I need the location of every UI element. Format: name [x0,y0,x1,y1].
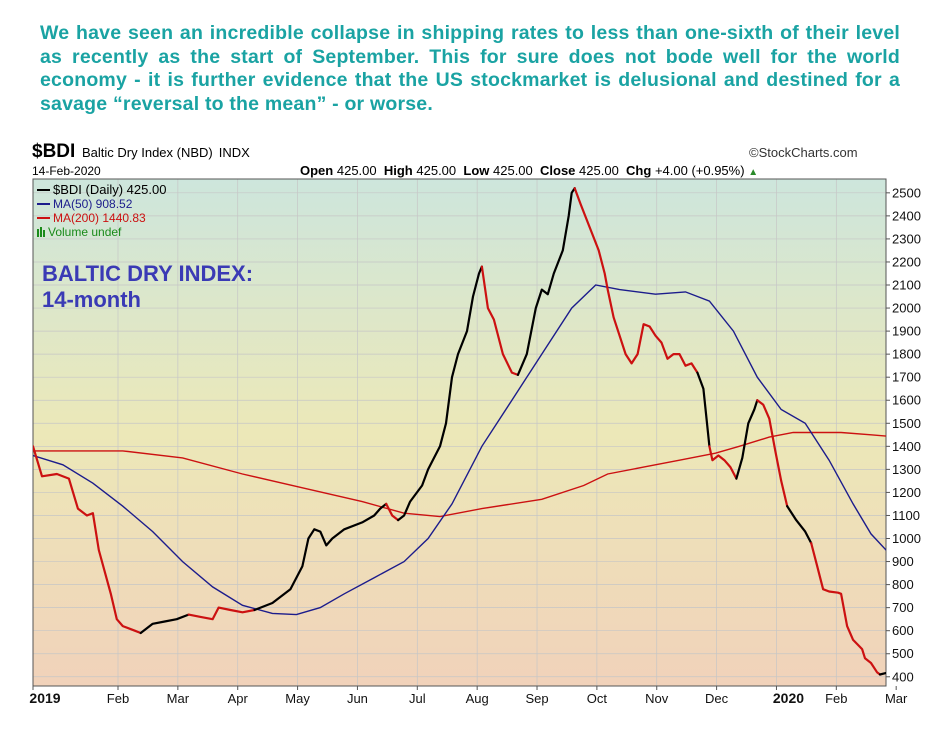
close-value: 425.00 [579,163,619,178]
x-tick-label: 2019 [29,690,60,706]
bdi-line-segment [139,613,190,635]
bdi-line-segment [253,502,388,612]
y-tick-label: 1500 [892,416,921,431]
ma50-line [33,284,886,616]
y-tick-label: 400 [892,669,914,684]
x-tick-label: Aug [466,691,489,706]
x-tick-label: 2020 [773,690,804,706]
ma200-line [33,431,886,518]
low-label: Low [463,163,490,178]
x-tick-label: Mar [885,691,908,706]
index-name: Baltic Dry Index (NBD) [82,145,213,160]
x-tick-label: Jun [347,691,368,706]
stockcharts-credit: ©StockCharts.com [749,145,858,160]
y-tick-label: 2300 [892,231,921,246]
low-value: 425.00 [493,163,533,178]
symbol-name: Baltic Dry Index (NBD) INDX [82,145,250,160]
bdi-line-segment [786,505,813,545]
bdi-line-segment [187,606,256,621]
x-tick-label: Feb [825,691,847,706]
x-tick-label: Apr [228,691,249,706]
y-tick-label: 600 [892,623,914,638]
y-tick-label: 1200 [892,485,921,500]
ohlc-readout: Open 425.00 High 425.00 Low 425.00 Close… [300,163,758,178]
bdi-line-segment [696,371,711,448]
bdi-line-segment [516,187,576,376]
x-tick-label: Dec [705,691,729,706]
y-tick-label: 900 [892,554,914,569]
x-tick-label: Oct [587,691,608,706]
y-tick-label: 1300 [892,462,921,477]
series-group [33,187,886,676]
y-tick-label: 2000 [892,301,921,316]
bdi-line-segment [878,671,886,676]
chg-label: Chg [626,163,652,178]
commentary-text: We have seen an incredible collapse in s… [40,22,900,115]
bdi-line-segment [480,265,519,376]
x-tick-label: Sep [525,691,548,706]
legend-item: $BDI (Daily) 425.00 [53,182,166,197]
y-tick-label: 1900 [892,324,921,339]
bdi-line-segment [397,265,483,522]
y-axis: 400 500 600 700 800 900 1000 1100 1200 1300 1400 15… [886,185,921,684]
volume-icon [40,227,42,237]
bdi-line-segment [756,399,789,508]
x-tick-label: May [285,691,310,706]
open-label: Open [300,163,334,178]
volume-icon [37,229,39,237]
x-axis: 2019 Feb Mar Apr May Jun Jul Aug Sep Oct Nov Dec 202… [29,686,908,706]
bdi-line-segment [385,502,400,522]
legend-item: MA(50) 908.52 [53,197,133,211]
chg-up-icon: ▲ [748,167,759,178]
y-tick-label: 2500 [892,185,921,200]
y-tick-label: 1700 [892,370,921,385]
y-tick-label: 700 [892,600,914,615]
plot-frame [32,178,887,687]
chart-subtitle: 14-month [42,287,141,312]
x-tick-label: Mar [167,691,190,706]
y-tick-label: 800 [892,577,914,592]
open-value: 425.00 [336,163,377,178]
legend-item: Volume undef [48,225,122,239]
symbol-ticker: $BDI [32,141,76,162]
bdi-line-segment [708,445,738,480]
bdi-line-segment [33,445,142,635]
x-tick-label: Nov [645,691,669,706]
bdi-line-segment [735,399,759,480]
y-tick-label: 2100 [892,278,921,293]
y-tick-label: 2400 [892,208,921,223]
chart-title: BALTIC DRY INDEX: [42,261,253,286]
high-label: High [383,163,413,178]
bdi-line-segment [810,542,882,676]
grid [32,179,886,686]
y-tick-label: 2200 [892,254,921,269]
y-tick-label: 1600 [892,393,921,408]
close-label: Close [540,163,576,178]
y-tick-label: 500 [892,646,914,661]
y-tick-label: 1400 [892,439,921,454]
y-tick-label: 1000 [892,531,921,546]
exchange-label: INDX [218,145,250,160]
y-tick-label: 1800 [892,347,921,362]
legend-item: MA(200) 1440.83 [53,211,146,225]
chart-date: 14-Feb-2020 [32,164,101,178]
high-value: 425.00 [416,163,457,178]
volume-icon [43,230,45,237]
y-tick-label: 1100 [892,508,920,523]
plot-background [33,179,886,686]
x-tick-label: Feb [107,691,129,706]
bdi-line-segment [573,187,699,374]
x-tick-label: Jul [409,691,426,706]
chg-value: +4.00 (+0.95%) [654,163,745,178]
